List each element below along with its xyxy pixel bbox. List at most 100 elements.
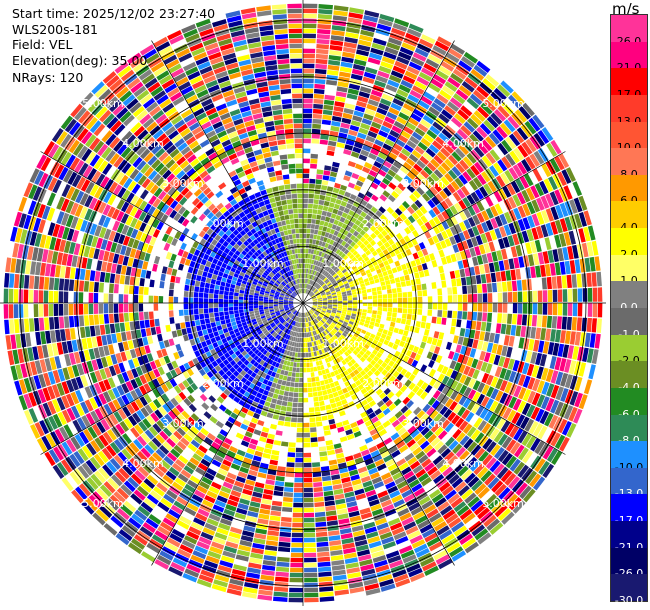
velocity-gate [313, 265, 317, 271]
velocity-gate [429, 253, 436, 261]
velocity-gate [417, 296, 423, 303]
velocity-gate [43, 290, 49, 303]
velocity-gate [401, 263, 407, 271]
velocity-gate [304, 577, 318, 583]
velocity-gate [473, 146, 485, 158]
velocity-gate [444, 158, 455, 169]
velocity-gate [555, 219, 563, 234]
velocity-gate [355, 270, 361, 276]
velocity-gate [278, 390, 285, 396]
velocity-gate [337, 296, 343, 300]
velocity-gate [487, 497, 501, 510]
velocity-gate [329, 338, 335, 343]
velocity-gate [562, 344, 570, 358]
velocity-gate [471, 236, 479, 247]
velocity-gate [512, 130, 525, 144]
velocity-gate [466, 117, 479, 129]
velocity-gate [307, 342, 310, 348]
velocity-gate [464, 267, 471, 277]
velocity-gate [339, 284, 345, 289]
velocity-gate [542, 251, 550, 264]
velocity-gate [123, 294, 129, 303]
velocity-gate [464, 472, 476, 484]
velocity-gate [493, 190, 503, 203]
velocity-gate [479, 123, 492, 135]
velocity-gate [317, 297, 322, 300]
velocity-gate [337, 294, 342, 298]
velocity-gate [199, 287, 205, 293]
velocity-gate [437, 416, 447, 426]
velocity-gate [310, 249, 315, 254]
velocity-gate [204, 287, 210, 294]
velocity-gate [512, 359, 520, 372]
velocity-gate [335, 199, 342, 205]
velocity-gate [313, 366, 318, 372]
velocity-gate [304, 552, 317, 558]
velocity-gate [267, 530, 279, 537]
velocity-gate [392, 343, 399, 350]
velocity-gate [295, 452, 303, 458]
velocity-gate [333, 5, 349, 12]
velocity-gate [343, 175, 351, 182]
velocity-gate [481, 254, 489, 264]
velocity-gate [329, 316, 334, 321]
velocity-gate [449, 236, 457, 245]
velocity-gate [234, 313, 240, 318]
velocity-gate [310, 367, 314, 372]
velocity-gate [342, 332, 347, 338]
velocity-gate [139, 320, 145, 329]
velocity-gate [274, 388, 280, 395]
velocity-gate [315, 219, 321, 225]
velocity-gate [401, 335, 407, 342]
velocity-gate [586, 317, 592, 332]
velocity-gate [295, 462, 303, 468]
velocity-gate [39, 276, 45, 290]
velocity-gate [500, 469, 513, 483]
velocity-gate [453, 132, 465, 144]
velocity-gate [299, 372, 303, 378]
velocity-gate [352, 250, 359, 256]
velocity-gate [460, 345, 467, 355]
velocity-gate [407, 530, 421, 540]
velocity-gate [168, 310, 174, 317]
velocity-gate [329, 398, 336, 404]
velocity-gate [408, 224, 416, 232]
velocity-gate [88, 281, 95, 292]
velocity-gate [485, 457, 497, 470]
velocity-gate [382, 120, 393, 129]
velocity-gate [208, 395, 216, 403]
velocity-gate [303, 233, 307, 239]
velocity-gate [334, 326, 339, 331]
velocity-gate [340, 122, 350, 129]
velocity-gate [452, 68, 467, 80]
velocity-gate [340, 266, 346, 272]
velocity-gate [539, 410, 550, 425]
velocity-gate [563, 232, 572, 246]
velocity-gate [351, 265, 357, 271]
velocity-gate [33, 304, 39, 318]
velocity-gate [389, 74, 402, 84]
velocity-gate [482, 454, 493, 466]
velocity-gate [308, 243, 312, 249]
velocity-gate [114, 323, 121, 333]
velocity-gate [303, 507, 314, 513]
velocity-gate [278, 546, 291, 553]
velocity-gate [450, 72, 464, 84]
velocity-gate [332, 484, 343, 490]
velocity-gate [408, 479, 420, 489]
velocity-gate [420, 364, 428, 373]
velocity-gate [322, 226, 328, 232]
velocity-gate [343, 330, 349, 335]
velocity-gate [239, 309, 244, 314]
velocity-gate [503, 224, 512, 236]
velocity-gate [13, 289, 19, 303]
velocity-gate [314, 244, 319, 250]
velocity-gate [374, 139, 384, 147]
velocity-gate [331, 166, 339, 173]
velocity-gate [317, 209, 323, 215]
velocity-gate [365, 350, 372, 356]
velocity-gate [384, 234, 392, 241]
velocity-gate [344, 282, 349, 287]
velocity-gate [378, 18, 393, 27]
velocity-gate [370, 206, 378, 214]
